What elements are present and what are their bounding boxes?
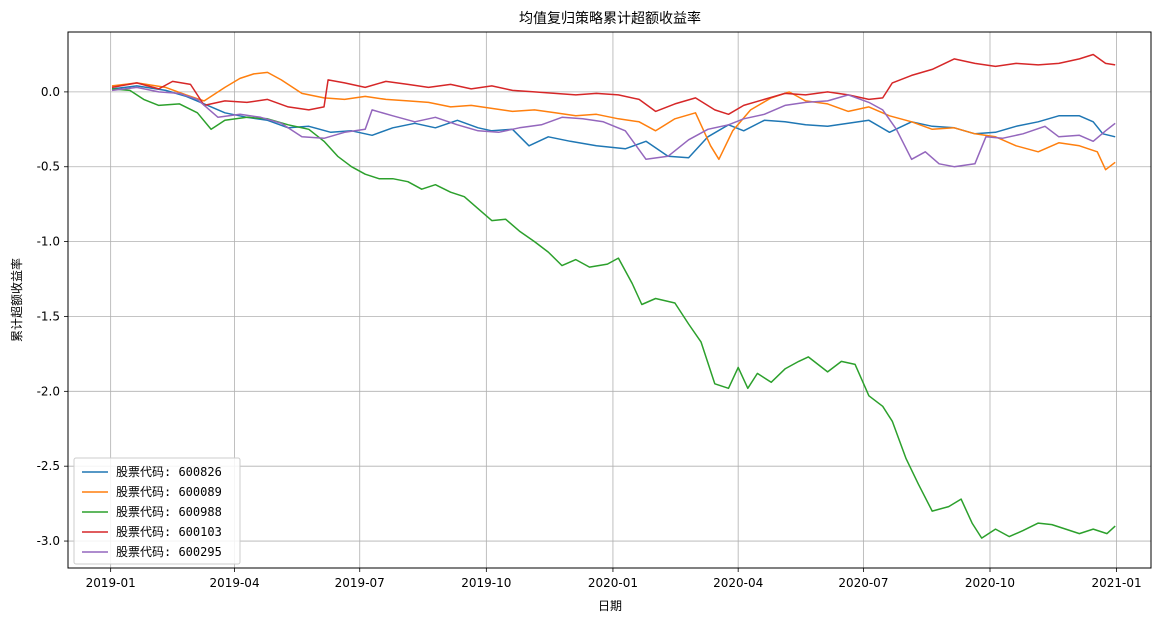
x-tick-label: 2020-04	[713, 576, 763, 590]
legend-box	[73, 457, 241, 565]
legend-entry: 股票代码: 600295	[116, 545, 222, 559]
legend-entry: 股票代码: 600089	[116, 485, 222, 499]
x-tick-label: 2021-01	[1092, 576, 1142, 590]
x-tick-label: 2020-07	[838, 576, 888, 590]
chart-title: 均值复归策略累计超额收益率	[519, 10, 701, 27]
y-axis-label: 累计超额收益率	[9, 258, 24, 342]
y-tick-label: -0.5	[37, 160, 60, 174]
y-tick-label: -3.0	[37, 534, 60, 548]
x-tick-label: 2019-01	[86, 576, 136, 590]
x-tick-label: 2019-04	[209, 576, 259, 590]
y-tick-label: -2.0	[37, 384, 60, 398]
plot-frame	[67, 31, 1152, 569]
series-lines	[111, 53, 1116, 539]
x-tick-label: 2020-10	[965, 576, 1015, 590]
legend-entry: 股票代码: 600103	[116, 525, 222, 539]
y-tick-label: -2.5	[37, 459, 60, 473]
y-tick-label: -1.5	[37, 309, 60, 323]
x-tick-label: 2019-07	[335, 576, 385, 590]
x-tick-label: 2019-10	[461, 576, 511, 590]
x-axis-label: 日期	[598, 599, 622, 613]
series-line-5	[111, 86, 1116, 168]
axis-ticks: 2019-01 2019-04 2019-07 2019-10 2020-01 2020-…	[37, 85, 1142, 590]
y-tick-label: 0.0	[41, 85, 60, 99]
series-line-3	[111, 88, 1116, 539]
series-line-2	[111, 71, 1116, 171]
series-line-4	[111, 53, 1116, 116]
legend-entry: 股票代码: 600826	[116, 465, 222, 479]
grid-lines	[68, 32, 1151, 568]
x-tick-label: 2020-01	[588, 576, 638, 590]
y-tick-label: -1.0	[37, 235, 60, 249]
legend-entry: 股票代码: 600988	[116, 505, 222, 519]
legend: 股票代码: 600826 股票代码: 600089 股票代码: 600988 股票代码…	[73, 457, 241, 565]
